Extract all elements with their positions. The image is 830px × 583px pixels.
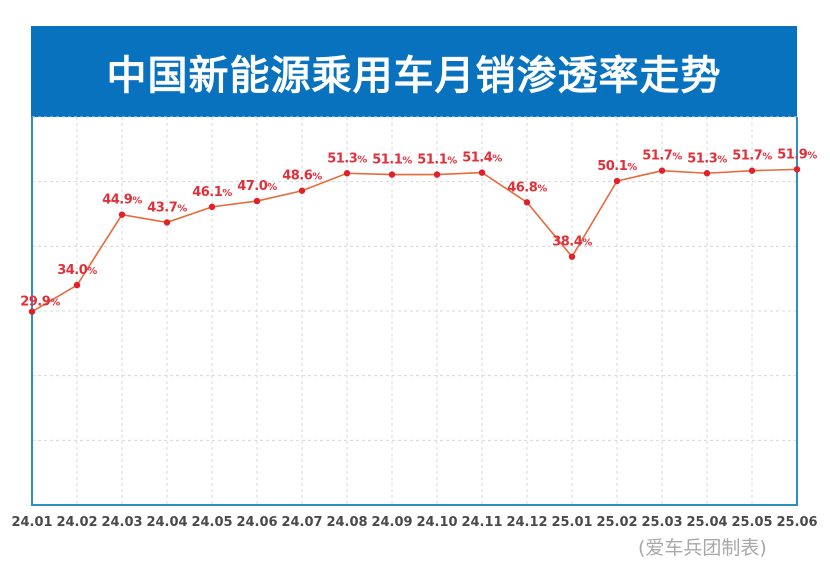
data-label: 44.9% (102, 193, 142, 208)
data-label: 51.3% (327, 151, 367, 166)
x-tick-label: 24.02 (56, 515, 97, 530)
x-tick-label: 24.12 (506, 515, 547, 530)
data-point-marker (658, 167, 666, 174)
data-point-marker (208, 203, 216, 211)
chart-title: 中国新能源乘用车月销渗透率走势 (106, 52, 722, 99)
data-point-marker (253, 197, 261, 205)
data-label: 29.9% (20, 295, 60, 310)
x-tick-label: 24.09 (371, 515, 412, 530)
data-point-marker (478, 169, 486, 176)
data-label: 34.0% (57, 263, 97, 278)
data-point-marker (118, 211, 126, 218)
data-point-marker (523, 199, 531, 206)
data-label: 51.7% (642, 149, 682, 164)
data-label: 48.6% (282, 169, 322, 184)
data-label: 51.1% (372, 153, 412, 168)
x-tick-label: 25.03 (641, 515, 682, 530)
x-tick-label: 25.02 (596, 515, 637, 530)
data-label: 47.0% (237, 179, 277, 194)
data-point-marker (388, 171, 396, 178)
data-point-marker (613, 177, 621, 185)
gridlines (32, 116, 797, 505)
x-tick-label: 24.10 (416, 515, 457, 530)
data-label: 51.3% (687, 151, 727, 166)
data-label: 43.7% (147, 200, 187, 215)
data-label: 51.1% (417, 153, 457, 168)
data-label: 50.1% (597, 159, 637, 174)
data-label: 51.4% (462, 151, 502, 166)
data-point-marker (793, 166, 801, 173)
data-point-marker (433, 171, 441, 178)
x-axis-labels: 24.01 24.02 24.03 24.04 24.05 24.06 24.07 24.08… (11, 515, 817, 530)
data-point-marker (73, 281, 81, 289)
x-tick-label: 24.07 (281, 515, 322, 530)
data-point-marker (343, 170, 351, 177)
data-points (28, 166, 801, 315)
series-line (31, 168, 798, 313)
x-tick-label: 25.01 (551, 515, 592, 530)
data-label: 46.1% (192, 185, 232, 200)
x-tick-label: 24.05 (191, 515, 232, 530)
data-labels: 29.9% 34.0% 44.9% 43.7% 46.1% 47.0% 48.6% 51.3%… (20, 147, 818, 310)
source-caption: (爱车兵团制表) (638, 537, 767, 559)
data-point-marker (298, 187, 306, 194)
x-tick-label: 24.11 (461, 515, 502, 530)
data-point-marker (28, 308, 36, 315)
data-label: 51.7% (732, 149, 772, 164)
x-tick-label: 24.08 (326, 515, 367, 530)
penetration-line (31, 168, 798, 313)
x-tick-label: 25.05 (731, 515, 772, 530)
data-label: 38.4% (552, 235, 592, 250)
x-tick-label: 24.04 (146, 515, 187, 530)
x-tick-label: 24.06 (236, 515, 277, 530)
data-point-marker (703, 170, 711, 177)
data-point-marker (568, 253, 576, 260)
data-point-marker (748, 167, 756, 174)
data-label: 51.9% (777, 147, 817, 162)
x-tick-label: 24.01 (11, 515, 52, 530)
x-tick-label: 25.06 (776, 515, 817, 530)
x-tick-label: 24.03 (101, 515, 142, 530)
data-point-marker (163, 219, 171, 226)
x-tick-label: 25.04 (686, 515, 727, 530)
data-label: 46.8% (507, 180, 547, 195)
title-banner: 中国新能源乘用车月销渗透率走势 (31, 26, 797, 117)
